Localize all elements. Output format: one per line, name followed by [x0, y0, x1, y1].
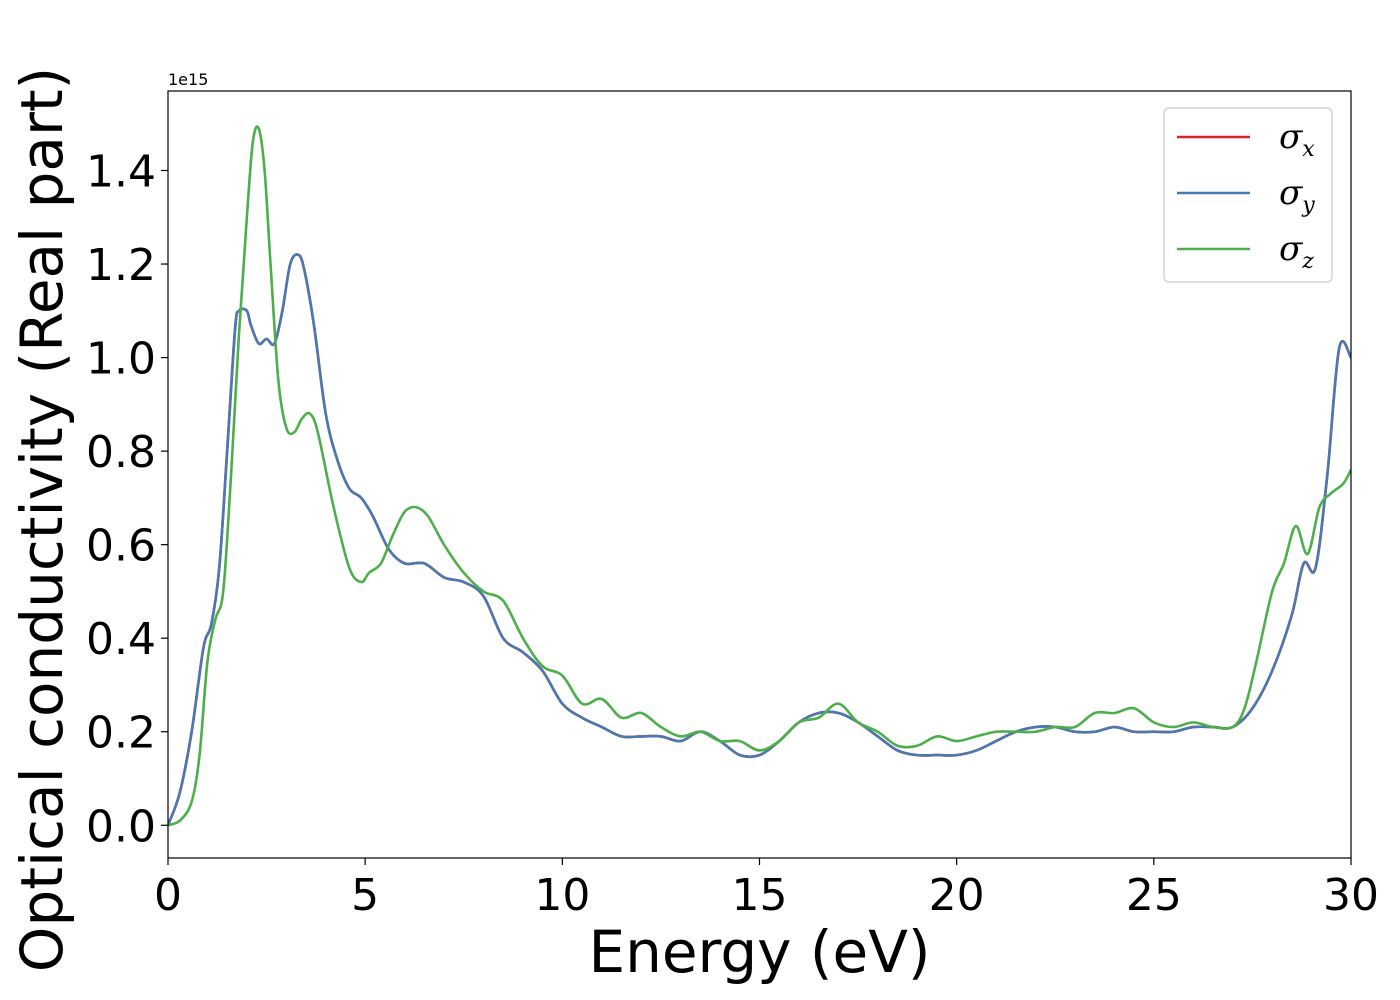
y-tick-label: 0.6 [86, 521, 156, 572]
y-offset-label: 1e15 [168, 70, 208, 89]
y-tick-label: 1.0 [86, 334, 156, 385]
y-tick-label: 0.2 [86, 708, 156, 759]
x-tick-label: 5 [351, 870, 379, 921]
y-tick-label: 0.0 [86, 801, 156, 852]
legend-entry-y: σy [1279, 173, 1315, 218]
series-line-y [168, 253, 1351, 826]
x-tick-label: 30 [1323, 870, 1379, 921]
y-axis-ticks: 0.0 0.2 0.4 0.6 0.8 1.0 1.2 1.4 [86, 147, 168, 852]
x-axis-label: Energy (eV) [588, 918, 930, 986]
x-tick-label: 0 [154, 870, 182, 921]
x-tick-label: 10 [534, 870, 590, 921]
y-tick-label: 1.4 [86, 147, 156, 198]
plot-lines [168, 125, 1351, 827]
y-tick-label: 1.2 [86, 240, 156, 291]
y-axis-label: Optical conductivity (Real part) [8, 67, 76, 972]
y-tick-label: 0.4 [86, 614, 156, 665]
x-tick-label: 20 [929, 870, 985, 921]
legend-entry-x: σx [1279, 117, 1315, 162]
legend-entry-z: σz [1279, 229, 1314, 274]
x-axis-ticks: 0 5 10 15 20 25 30 [154, 858, 1379, 921]
legend: σx σy σz [1163, 107, 1333, 283]
y-tick-label: 0.8 [86, 427, 156, 478]
x-tick-label: 15 [732, 870, 788, 921]
legend-box [1163, 107, 1333, 283]
series-line-z [168, 125, 1351, 827]
series-line-x [168, 253, 1351, 826]
x-tick-label: 25 [1126, 870, 1182, 921]
